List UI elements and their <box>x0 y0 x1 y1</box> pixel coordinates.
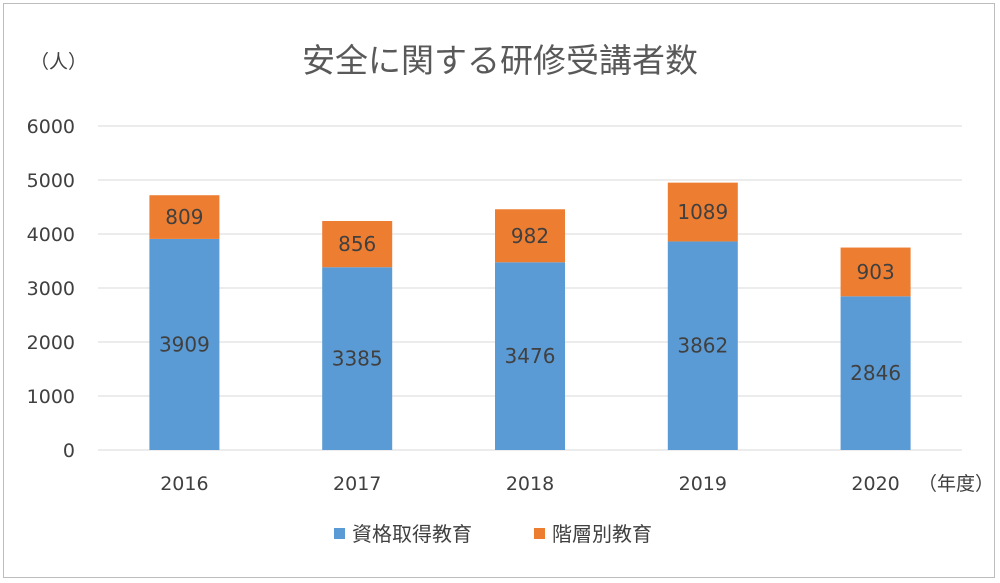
data-label: 903 <box>857 260 895 284</box>
legend-swatch <box>334 528 345 539</box>
bar-segment <box>322 267 393 450</box>
data-label: 1089 <box>677 200 728 224</box>
bar-segment <box>840 247 911 297</box>
legend-swatch <box>534 528 545 539</box>
data-label: 3909 <box>159 332 210 356</box>
data-label: 3385 <box>332 347 383 371</box>
data-labels: 3909 809 3385 856 3476 982 3862 1089 2846 903 <box>159 200 901 385</box>
bar-segment <box>840 296 911 450</box>
bar-segment <box>322 220 393 268</box>
legend-label: 資格取得教育 <box>352 522 472 546</box>
y-tick-label: 5000 <box>27 170 75 192</box>
bar-segment <box>495 209 565 263</box>
x-tick-label: 2017 <box>333 473 381 495</box>
y-axis-unit: （人） <box>30 51 87 73</box>
bar-segment <box>149 238 220 450</box>
bars <box>149 182 911 450</box>
bar-segment <box>667 241 738 450</box>
x-tick-label: 2020 <box>851 473 899 495</box>
y-tick-label: 6000 <box>27 116 75 138</box>
x-tick-label: 2016 <box>160 473 208 495</box>
y-tick-label: 1000 <box>27 386 75 408</box>
x-axis-ticks: 2016 2017 2018 2019 2020 <box>160 473 900 495</box>
x-tick-label: 2018 <box>506 473 554 495</box>
data-label: 2846 <box>850 361 901 385</box>
y-tick-label: 3000 <box>27 278 75 300</box>
legend: 資格取得教育 階層別教育 <box>334 522 652 546</box>
bar-segment <box>149 195 220 239</box>
x-tick-label: 2019 <box>679 473 727 495</box>
data-label: 809 <box>165 205 203 229</box>
bar-segment <box>667 182 738 242</box>
data-label: 3476 <box>505 344 556 368</box>
bar-segment <box>495 262 565 450</box>
y-tick-label: 0 <box>63 440 75 462</box>
y-tick-label: 4000 <box>27 224 75 246</box>
y-tick-label: 2000 <box>27 332 75 354</box>
data-label: 856 <box>338 232 376 256</box>
data-label: 3862 <box>677 334 728 358</box>
y-axis-ticks: 0 1000 2000 3000 4000 5000 6000 <box>27 116 75 462</box>
chart-title: 安全に関する研修受講者数 <box>302 41 698 80</box>
legend-label: 階層別教育 <box>552 522 652 546</box>
x-axis-unit: （年度） <box>918 473 994 495</box>
data-label: 982 <box>511 224 549 248</box>
